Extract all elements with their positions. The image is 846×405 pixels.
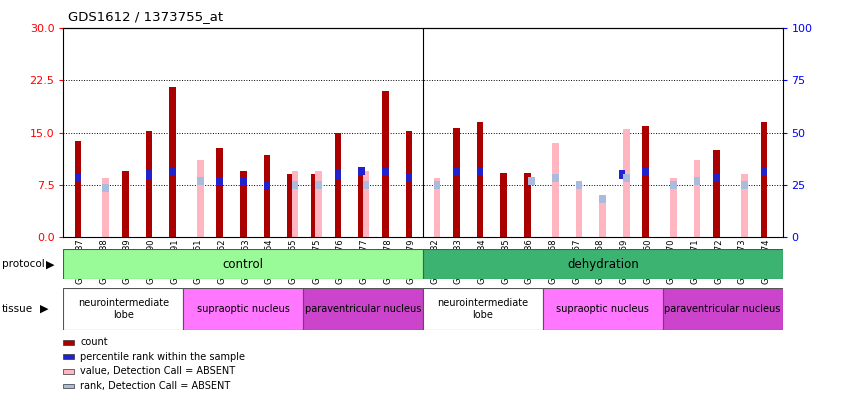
Bar <box>264 181 271 189</box>
Bar <box>382 167 388 175</box>
Text: neurointermediate
lobe: neurointermediate lobe <box>437 298 529 320</box>
Bar <box>382 91 388 237</box>
Bar <box>63 288 184 330</box>
Bar <box>713 150 720 237</box>
Bar <box>670 181 677 189</box>
Bar <box>335 170 342 179</box>
Bar <box>761 122 767 237</box>
Bar <box>552 174 558 182</box>
Bar <box>292 181 299 189</box>
Bar <box>423 288 543 330</box>
Bar <box>74 141 81 237</box>
Bar <box>169 167 176 175</box>
Bar <box>217 177 223 185</box>
Bar <box>618 170 625 179</box>
Bar <box>476 122 483 237</box>
Bar <box>599 194 606 203</box>
Text: percentile rank within the sample: percentile rank within the sample <box>80 352 245 362</box>
Bar <box>694 160 700 237</box>
Text: paraventricular nucleus: paraventricular nucleus <box>305 304 421 314</box>
Bar <box>359 174 365 237</box>
Text: rank, Detection Call = ABSENT: rank, Detection Call = ABSENT <box>80 381 231 391</box>
Bar <box>288 174 294 237</box>
Bar <box>434 178 440 237</box>
Bar <box>359 167 365 175</box>
Bar <box>662 288 783 330</box>
Bar <box>311 174 318 237</box>
Text: control: control <box>222 258 264 271</box>
Text: protocol: protocol <box>2 259 45 269</box>
Bar <box>575 188 582 237</box>
Bar <box>741 174 748 237</box>
Text: value, Detection Call = ABSENT: value, Detection Call = ABSENT <box>80 367 235 376</box>
Bar <box>197 177 204 185</box>
Bar <box>423 249 783 279</box>
Bar <box>575 181 582 189</box>
Bar <box>102 184 109 192</box>
Bar <box>102 178 109 237</box>
Bar <box>543 288 662 330</box>
Bar <box>713 174 720 182</box>
Bar <box>240 177 247 185</box>
Text: supraoptic nucleus: supraoptic nucleus <box>557 304 649 314</box>
Bar <box>240 171 247 237</box>
Bar <box>623 129 629 237</box>
Bar <box>670 178 677 237</box>
Bar <box>694 177 700 185</box>
Bar <box>316 171 322 237</box>
Bar <box>197 160 204 237</box>
Text: count: count <box>80 337 108 347</box>
Text: GDS1612 / 1373755_at: GDS1612 / 1373755_at <box>68 10 222 23</box>
Bar <box>434 181 440 189</box>
Bar <box>524 173 530 237</box>
Bar <box>146 131 152 237</box>
Text: supraoptic nucleus: supraoptic nucleus <box>197 304 289 314</box>
Text: ▶: ▶ <box>40 304 48 314</box>
Text: paraventricular nucleus: paraventricular nucleus <box>664 304 781 314</box>
Bar <box>74 174 81 182</box>
Bar <box>761 167 767 175</box>
Text: ▶: ▶ <box>46 259 54 269</box>
Bar <box>476 167 483 175</box>
Bar <box>623 174 629 182</box>
Bar <box>335 132 342 237</box>
Bar <box>741 181 748 189</box>
Text: dehydration: dehydration <box>567 258 639 271</box>
Bar <box>184 288 303 330</box>
Text: neurointermediate
lobe: neurointermediate lobe <box>78 298 169 320</box>
Bar <box>599 202 606 237</box>
Bar <box>363 171 370 237</box>
Bar <box>316 181 322 189</box>
Bar <box>264 155 271 237</box>
Bar <box>63 249 423 279</box>
Bar <box>303 288 423 330</box>
Bar <box>146 170 152 179</box>
Bar <box>169 87 176 237</box>
Bar <box>406 174 412 182</box>
Bar <box>406 131 412 237</box>
Bar <box>217 148 223 237</box>
Text: tissue: tissue <box>2 304 33 314</box>
Bar <box>292 171 299 237</box>
Bar <box>500 173 507 237</box>
Bar <box>122 171 129 237</box>
Bar <box>453 167 459 175</box>
Bar <box>363 181 370 189</box>
Bar <box>453 128 459 237</box>
Bar <box>642 167 649 175</box>
Bar <box>642 126 649 237</box>
Bar <box>528 177 535 185</box>
Bar <box>552 143 558 237</box>
